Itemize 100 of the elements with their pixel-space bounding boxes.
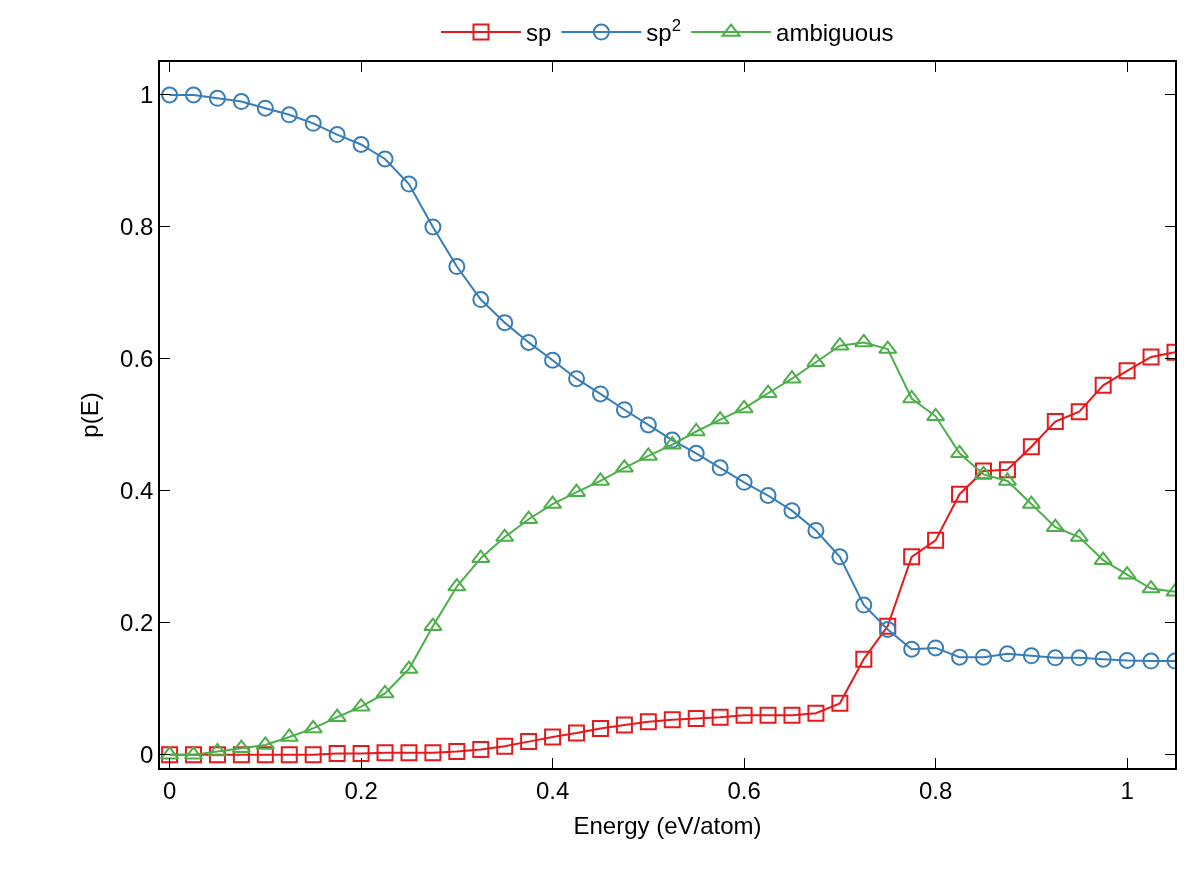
x-axis-title: Energy (eV/atom) — [573, 812, 762, 840]
point — [161, 86, 179, 104]
point — [352, 744, 370, 762]
point — [878, 340, 898, 354]
point — [279, 728, 299, 742]
point — [686, 423, 706, 437]
y-tick-label: 0.6 — [120, 345, 154, 373]
point — [255, 736, 275, 750]
point — [400, 175, 418, 193]
point — [544, 728, 562, 746]
point — [925, 407, 946, 422]
x-tick-label: 0.2 — [344, 776, 378, 804]
point — [1070, 403, 1088, 421]
y-axis-title: p(E) — [75, 392, 103, 438]
point — [759, 487, 777, 504]
point — [568, 370, 586, 388]
point — [663, 711, 681, 729]
x-tick-label: 0.4 — [535, 776, 570, 804]
legend-label: sp$^{2}$ — [646, 16, 682, 47]
point — [615, 401, 633, 419]
point — [496, 314, 514, 332]
point — [424, 744, 442, 762]
point — [376, 744, 394, 762]
point — [208, 746, 226, 764]
point — [160, 746, 180, 760]
y-tick-label: 0.4 — [120, 477, 154, 505]
point — [351, 698, 371, 712]
point — [423, 617, 443, 631]
point — [1070, 649, 1088, 667]
point — [185, 746, 203, 764]
point — [1069, 528, 1089, 542]
point — [185, 86, 203, 104]
point — [256, 99, 274, 117]
point — [855, 650, 873, 668]
y-tick-label: 0.8 — [120, 213, 154, 241]
point — [591, 719, 609, 737]
point — [639, 713, 657, 731]
point — [1117, 566, 1137, 580]
point — [1118, 651, 1136, 669]
point — [735, 706, 753, 724]
point — [496, 737, 514, 755]
y-tick-label: 0 — [140, 741, 154, 769]
point — [806, 353, 826, 367]
point — [807, 704, 825, 722]
point — [544, 351, 562, 369]
point — [591, 385, 609, 403]
point — [663, 431, 681, 449]
point — [400, 744, 418, 762]
point — [687, 444, 705, 462]
point — [375, 684, 395, 699]
point — [927, 639, 945, 657]
point — [328, 744, 346, 762]
point — [831, 548, 849, 566]
point — [831, 694, 849, 712]
x-tick-label: 1 — [1120, 776, 1134, 804]
point — [495, 528, 515, 542]
point — [687, 710, 705, 728]
point — [1118, 362, 1136, 380]
point — [1022, 438, 1040, 456]
point — [472, 291, 490, 309]
point — [639, 416, 657, 434]
point — [783, 706, 801, 724]
point — [998, 461, 1016, 479]
point — [568, 724, 586, 742]
x-tick-label: 0.6 — [727, 776, 761, 804]
point — [280, 106, 298, 124]
x-tick-label: 0.8 — [918, 776, 953, 804]
point — [734, 399, 754, 414]
point — [782, 370, 802, 384]
point — [232, 746, 250, 764]
point — [903, 640, 921, 658]
point — [1093, 551, 1113, 565]
point — [1142, 348, 1160, 366]
y-tick-label: 0.2 — [120, 609, 154, 637]
point — [280, 746, 298, 764]
point — [854, 333, 874, 348]
point — [520, 333, 538, 351]
point — [830, 337, 850, 351]
point — [710, 411, 730, 425]
point — [304, 746, 322, 764]
point — [424, 218, 442, 236]
point — [807, 521, 825, 539]
point — [161, 746, 179, 764]
point — [327, 708, 347, 722]
point — [1022, 647, 1040, 665]
point — [711, 459, 729, 477]
point — [519, 510, 539, 524]
point — [520, 733, 538, 751]
point — [735, 473, 753, 491]
point — [328, 126, 346, 144]
point — [783, 502, 801, 520]
point — [399, 660, 419, 674]
point — [662, 436, 682, 450]
point — [1141, 580, 1161, 594]
point — [232, 93, 250, 111]
point — [855, 596, 873, 614]
point — [758, 384, 778, 398]
legend-label: sp — [526, 19, 552, 47]
point — [1142, 652, 1160, 670]
point — [448, 743, 466, 760]
